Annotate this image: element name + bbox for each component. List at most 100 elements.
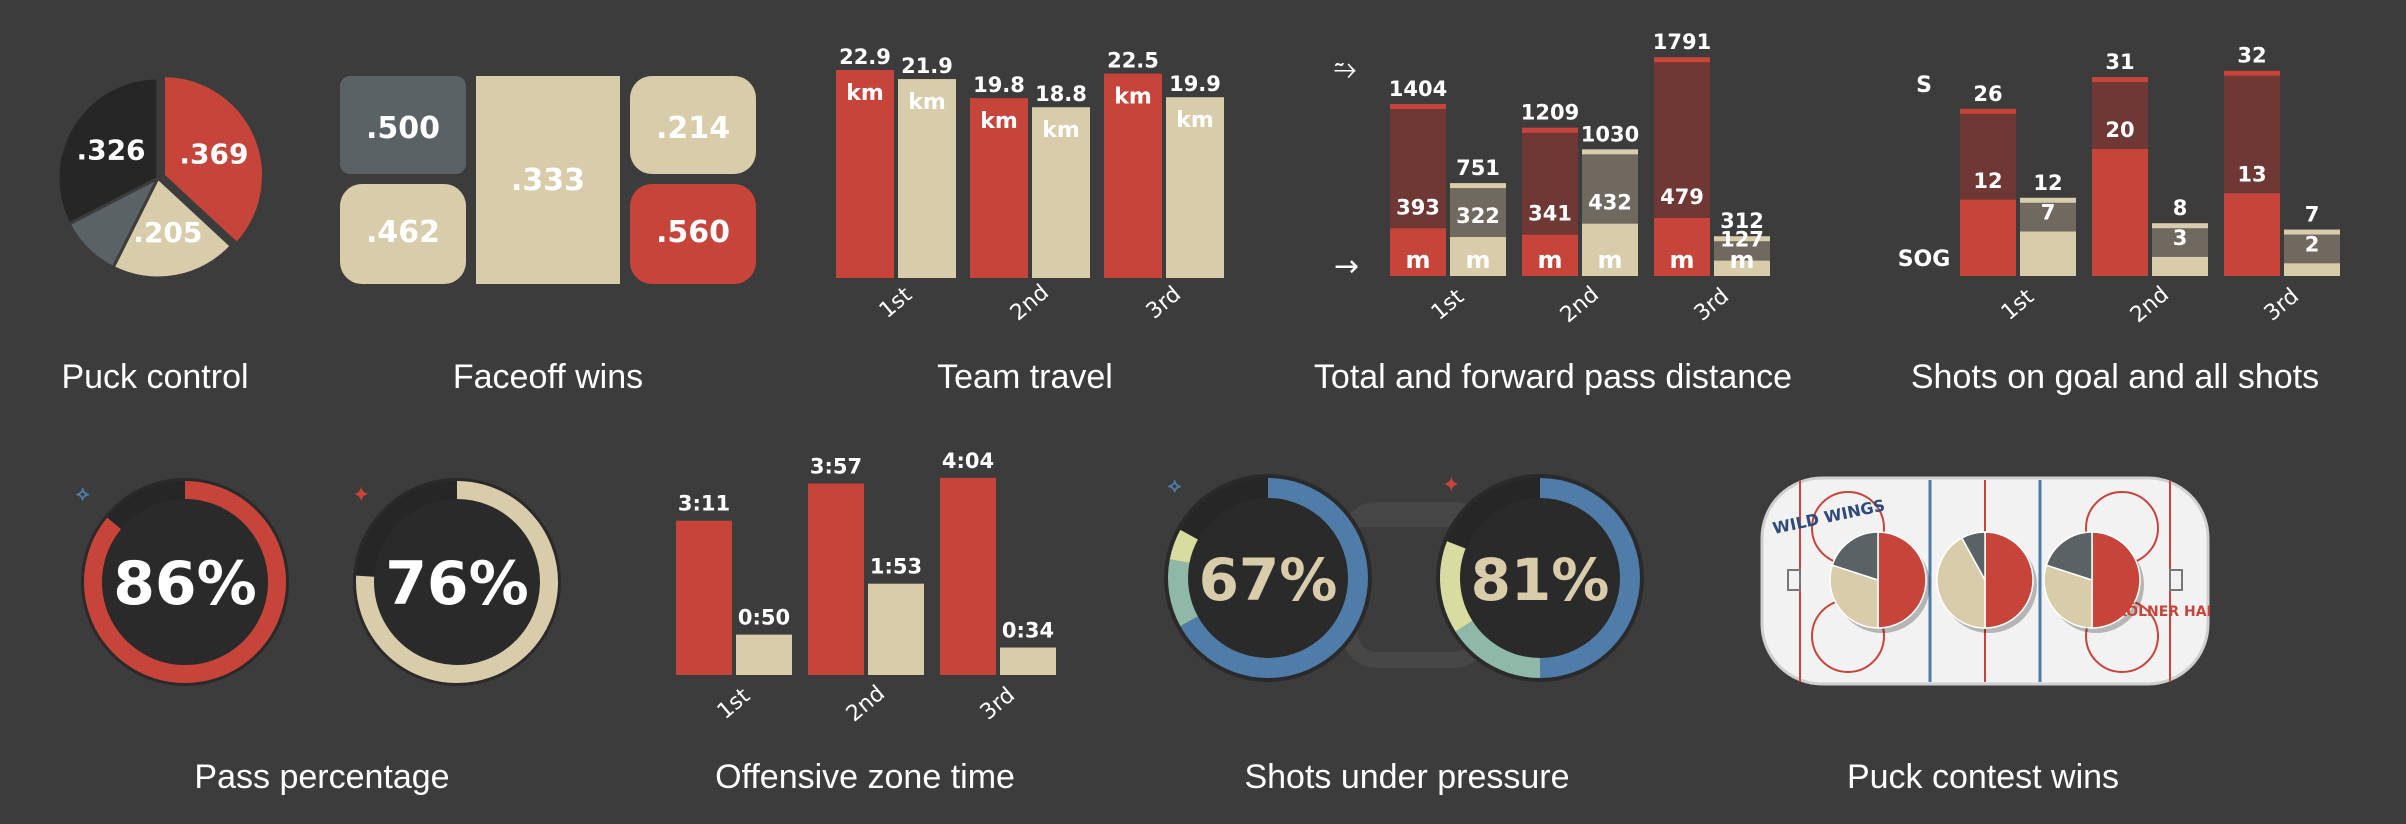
puck-control-panel: .369 .205 .326 (40, 60, 280, 300)
faceoff-label-462: .462 (366, 215, 440, 250)
sog-bar-2nd-1 (2152, 256, 2208, 276)
oz-tick-1st: 1st (713, 683, 755, 724)
pie-slice-3 (56, 76, 160, 226)
shots-value-3rd-1: 7 (2305, 203, 2320, 227)
pass-total-cap-3rd-0 (1654, 57, 1710, 63)
pressure-ring-seg-0-2 (1169, 529, 1199, 564)
faceoff-cell-462 (340, 184, 466, 284)
sog-value-3rd-0: 13 (2237, 162, 2266, 186)
pass-total-value-3rd-0: 1791 (1653, 30, 1711, 54)
pass-tick-1st: 1st (1427, 284, 1469, 325)
faceoff-cell-560 (630, 184, 756, 284)
travel-unit-3rd-0: km (1114, 85, 1152, 110)
team-b-logo: KÖLNER HAIE (2116, 602, 2210, 620)
pass-total-cap-3rd-1 (1714, 236, 1770, 242)
oz-value-1st-0: 3:11 (678, 492, 730, 516)
pass-forward-bar-2nd-0 (1522, 234, 1578, 276)
contest-pie-2-slice-0 (2091, 531, 2141, 629)
shots-value-2nd-1: 8 (2173, 196, 2188, 220)
team-travel-title: Team travel (937, 358, 1113, 396)
pressure-ring-seg-1-1 (1455, 620, 1541, 678)
travel-bar-3rd-1 (1166, 97, 1224, 278)
travel-value-2nd-1: 18.8 (1035, 82, 1087, 106)
pressure-ring-seg-0-0 (1180, 478, 1368, 678)
shots-axis-label: S (1916, 73, 1932, 98)
pie-label-0: .369 (179, 138, 248, 171)
team-b-logo-icon: ✦ (352, 483, 370, 508)
contest-pie-1-slice-0 (1984, 531, 2034, 629)
travel-unit-1st-1: km (908, 90, 946, 115)
shots-title: Shots on goal and all shots (1910, 358, 2320, 396)
forward-arrow-icon: → (1334, 249, 1359, 284)
pass-unit-1st-1: m (1465, 246, 1490, 274)
pass-total-cap-2nd-0 (1522, 127, 1578, 133)
contest-pie-2-slice-1 (2043, 564, 2093, 629)
shots-bars: S SOG 26 12 12 7 1st 31 20 8 3 2nd 32 13 7 2 3rd (1898, 44, 2340, 328)
pass-forward-bar-3rd-1 (1714, 260, 1770, 276)
pass-ring-arc-1 (356, 481, 558, 683)
pressure-ring-label-0: 67% (1199, 546, 1338, 614)
team-a-logo-icon: ⟡ (76, 481, 89, 505)
pass-percentage-rings: 86% 76% ⟡ ✦ (76, 478, 561, 686)
pass-route-icon: ⥲ (1334, 52, 1356, 85)
sog-value-2nd-1: 3 (2173, 226, 2188, 250)
shots-cap-2nd-1 (2152, 223, 2208, 229)
shots-value-3rd-0: 32 (2237, 44, 2266, 68)
pass-distance-bars: ⥲ → 1404 393 m 751 322 m 1st 1209 341 m 1030 432 m 2nd 1… (1334, 30, 1770, 328)
shots-value-1st-1: 12 (2033, 171, 2062, 195)
oz-bar-1st-0 (676, 520, 732, 675)
contest-pie-1-slice-2 (1960, 531, 1986, 581)
travel-bar-3rd-0 (1104, 73, 1162, 278)
shots-value-2nd-0: 31 (2105, 50, 2134, 74)
pass-percentage-title: Pass percentage (194, 758, 450, 796)
pass-ring-bg-0 (81, 478, 289, 686)
travel-unit-3rd-1: km (1176, 108, 1214, 133)
pass-unit-1st-0: m (1405, 246, 1430, 274)
travel-value-3rd-1: 19.9 (1169, 72, 1221, 96)
travel-bar-1st-1 (898, 79, 956, 278)
team-b-logo-icon: ✦ (1442, 473, 1460, 498)
pie-label-1: .205 (133, 216, 202, 249)
sog-bar-2nd-0 (2092, 148, 2148, 276)
sog-value-3rd-1: 2 (2305, 232, 2320, 256)
pass-forward-bar-1st-0 (1390, 228, 1446, 276)
shots-cap-3rd-0 (2224, 70, 2280, 76)
pass-forward-bar-1st-1 (1450, 237, 1506, 276)
pass-distance-panel: ⥲ → 1404 393 m 751 322 m 1st 1209 341 m 1030 432 m 2nd 1… (1330, 20, 1790, 350)
shots-tick-3rd: 3rd (2260, 284, 2304, 327)
contest-pie-0-slice-2 (1831, 531, 1879, 582)
team-a-logo-icon: ⟡ (1168, 473, 1181, 497)
pass-percentage-panel: 86% 76% ⟡ ✦ (70, 470, 590, 700)
oz-bar-3rd-1 (1000, 647, 1056, 675)
faceoff-label-500: .500 (366, 111, 440, 146)
pass-ring-label-1: 76% (385, 549, 529, 619)
pass-total-value-2nd-0: 1209 (1521, 101, 1579, 125)
pressure-ring-label-1: 81% (1471, 546, 1610, 614)
oz-time-panel: 3:11 0:50 1st 3:57 1:53 2nd 4:04 0:34 3rd (660, 430, 1080, 740)
pass-forward-value-2nd-1: 432 (1588, 191, 1632, 215)
oz-value-2nd-0: 3:57 (810, 455, 862, 479)
faceoff-cell-333 (476, 76, 620, 284)
shots-cap-1st-0 (1960, 108, 2016, 114)
team-travel-bars: 22.9 km 21.9 km 1st 19.8 km 18.8 km 2nd 22.5 km 19.9… (836, 45, 1224, 326)
shots-value-1st-0: 26 (1973, 82, 2002, 106)
contest-pie-0-slice-1 (1829, 564, 1879, 629)
pass-unit-3rd-0: m (1669, 246, 1694, 274)
shots-pressure-panel: 67% 81% ⟡ ✦ (1150, 450, 1670, 710)
pass-unit-2nd-1: m (1597, 246, 1622, 274)
goal-left (1787, 569, 1801, 591)
travel-unit-2nd-1: km (1042, 118, 1080, 143)
pass-total-cap-2nd-1 (1582, 149, 1638, 155)
shots-tick-2nd: 2nd (2126, 282, 2174, 328)
oz-value-3rd-0: 4:04 (942, 449, 994, 473)
puck-control-pie: .369 .205 .326 (56, 74, 265, 280)
travel-tick-3rd: 3rd (1142, 282, 1186, 325)
shots-cap-3rd-1 (2284, 229, 2340, 235)
oz-time-title: Offensive zone time (715, 758, 1015, 796)
oz-value-1st-1: 0:50 (738, 606, 790, 630)
pass-forward-value-1st-0: 393 (1396, 195, 1440, 219)
shots-pressure-title: Shots under pressure (1244, 758, 1570, 796)
faceoff-label-214: .214 (656, 111, 730, 146)
pass-unit-3rd-1: m (1729, 246, 1754, 274)
